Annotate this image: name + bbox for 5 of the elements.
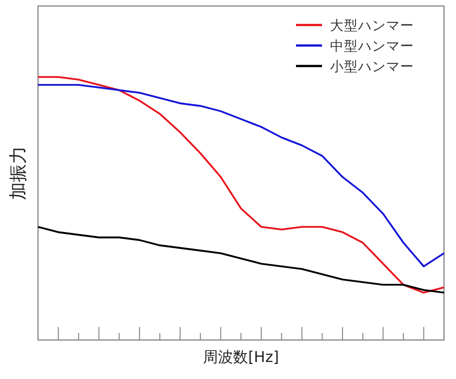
y-axis-title: 加振力 [8,146,29,200]
legend-label: 小型ハンマー [330,59,414,75]
legend-label: 大型ハンマー [330,18,414,34]
x-axis-title: 周波数[Hz] [203,348,279,366]
legend-label: 中型ハンマー [330,38,414,54]
